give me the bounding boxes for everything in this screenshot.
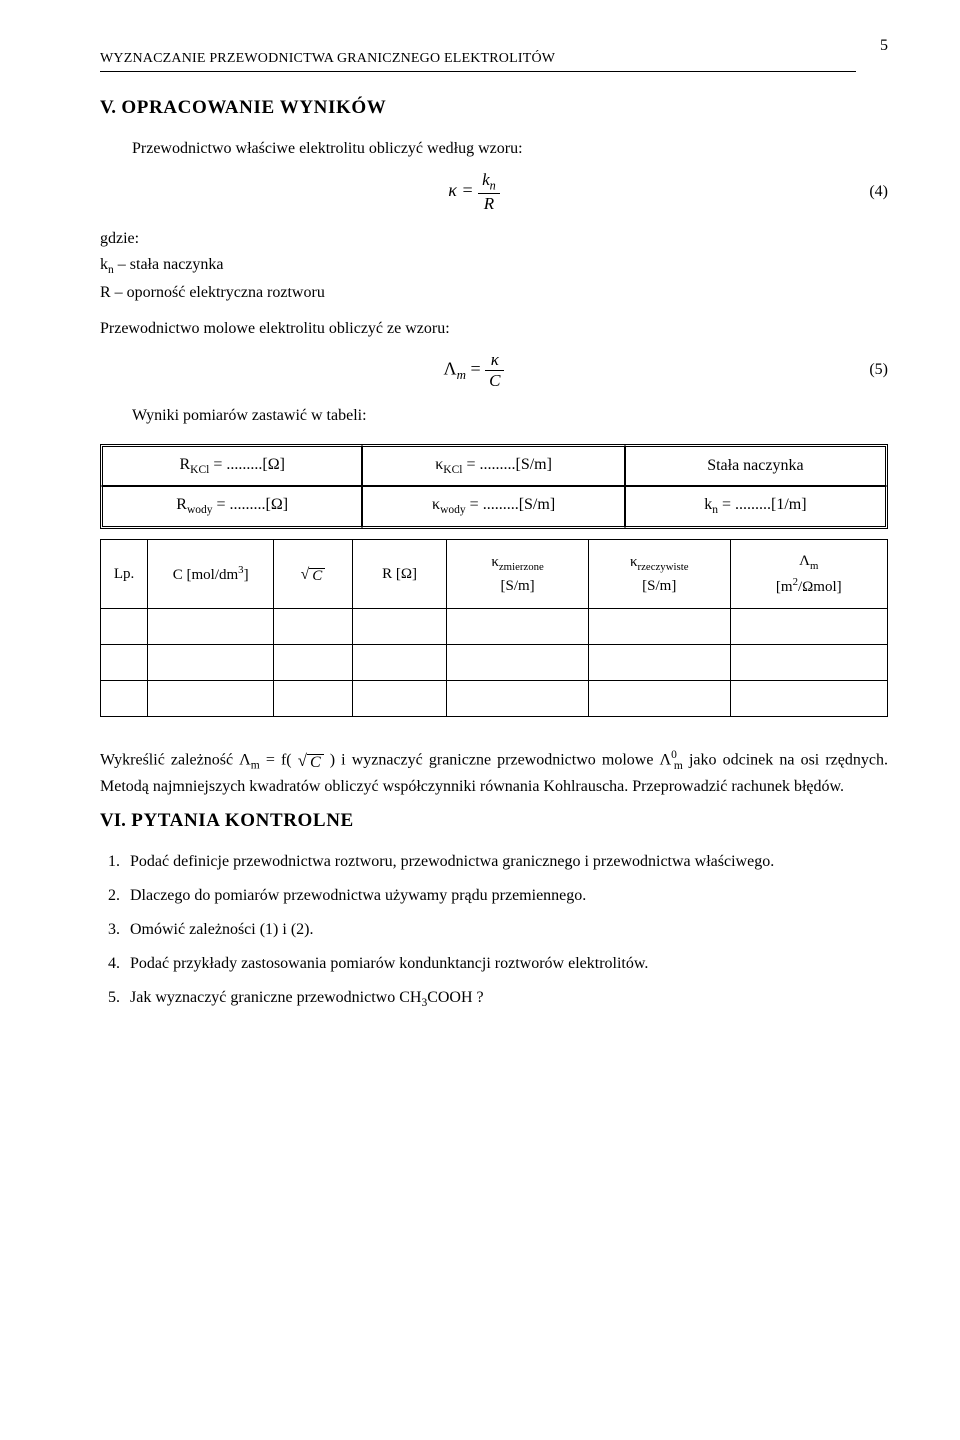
- wyniki-caption: Wyniki pomiarów zastawić w tabeli:: [100, 404, 888, 428]
- cell-kappa-wody: κwody = .........[S/m]: [362, 486, 624, 528]
- cell-R-KCl: RKCl = .........[Ω]: [100, 444, 362, 486]
- equation-4-label: (4): [848, 180, 888, 204]
- col-lambda-m: Λm [m2/Ωmol]: [730, 539, 887, 609]
- question-4: Podać przykłady zastosowania pomiarów ko…: [124, 952, 888, 976]
- equation-5: Λm = κ C (5): [100, 351, 888, 390]
- col-C: C [mol/dm3]: [148, 539, 274, 609]
- running-header: WYZNACZANIE PRZEWODNICTWA GRANICZNEGO EL…: [100, 48, 856, 72]
- equation-5-label: (5): [848, 358, 888, 382]
- equation-4: κ = kn R (4): [100, 171, 888, 213]
- data-table: Lp. C [mol/dm3] √C R [Ω] κzmierzone [S/m…: [100, 539, 888, 718]
- col-kappa-rzeczywiste: κrzeczywiste [S/m]: [588, 539, 730, 609]
- table-row: [101, 609, 888, 645]
- page-number: 5: [880, 34, 888, 58]
- question-1: Podać definicje przewodnictwa roztworu, …: [124, 850, 888, 874]
- table-row: [101, 681, 888, 717]
- col-R: R [Ω]: [352, 539, 446, 609]
- section-vi-heading: VI. PYTANIA KONTROLNE: [100, 807, 888, 836]
- question-3: Omówić zależności (1) i (2).: [124, 918, 888, 942]
- questions-list: Podać definicje przewodnictwa roztworu, …: [100, 850, 888, 1012]
- table-row: [101, 645, 888, 681]
- question-5: Jak wyznaczyć graniczne przewodnictwo CH…: [124, 986, 888, 1012]
- molowe-line: Przewodnictwo molowe elektrolitu obliczy…: [100, 317, 888, 341]
- equation-4-definitions: gdzie: kn – stała naczynka R – oporność …: [100, 227, 888, 305]
- results-summary-table: RKCl = .........[Ω] κKCl = .........[S/m…: [100, 444, 888, 529]
- col-kappa-zmierzone: κzmierzone [S/m]: [447, 539, 589, 609]
- col-sqrtC: √C: [274, 539, 353, 609]
- cell-kn: kn = .........[1/m]: [625, 486, 888, 528]
- instructions-paragraph: Wykreślić zależność Λm = f( √C ) i wyzna…: [100, 747, 888, 799]
- cell-stala-naczynka-label: Stała naczynka: [625, 444, 888, 486]
- section-v-heading: V. OPRACOWANIE WYNIKÓW: [100, 94, 888, 123]
- question-2: Dlaczego do pomiarów przewodnictwa używa…: [124, 884, 888, 908]
- col-lp: Lp.: [101, 539, 148, 609]
- intro-paragraph: Przewodnictwo właściwe elektrolitu oblic…: [100, 137, 888, 161]
- cell-kappa-KCl: κKCl = .........[S/m]: [362, 444, 624, 486]
- cell-R-wody: Rwody = .........[Ω]: [100, 486, 362, 528]
